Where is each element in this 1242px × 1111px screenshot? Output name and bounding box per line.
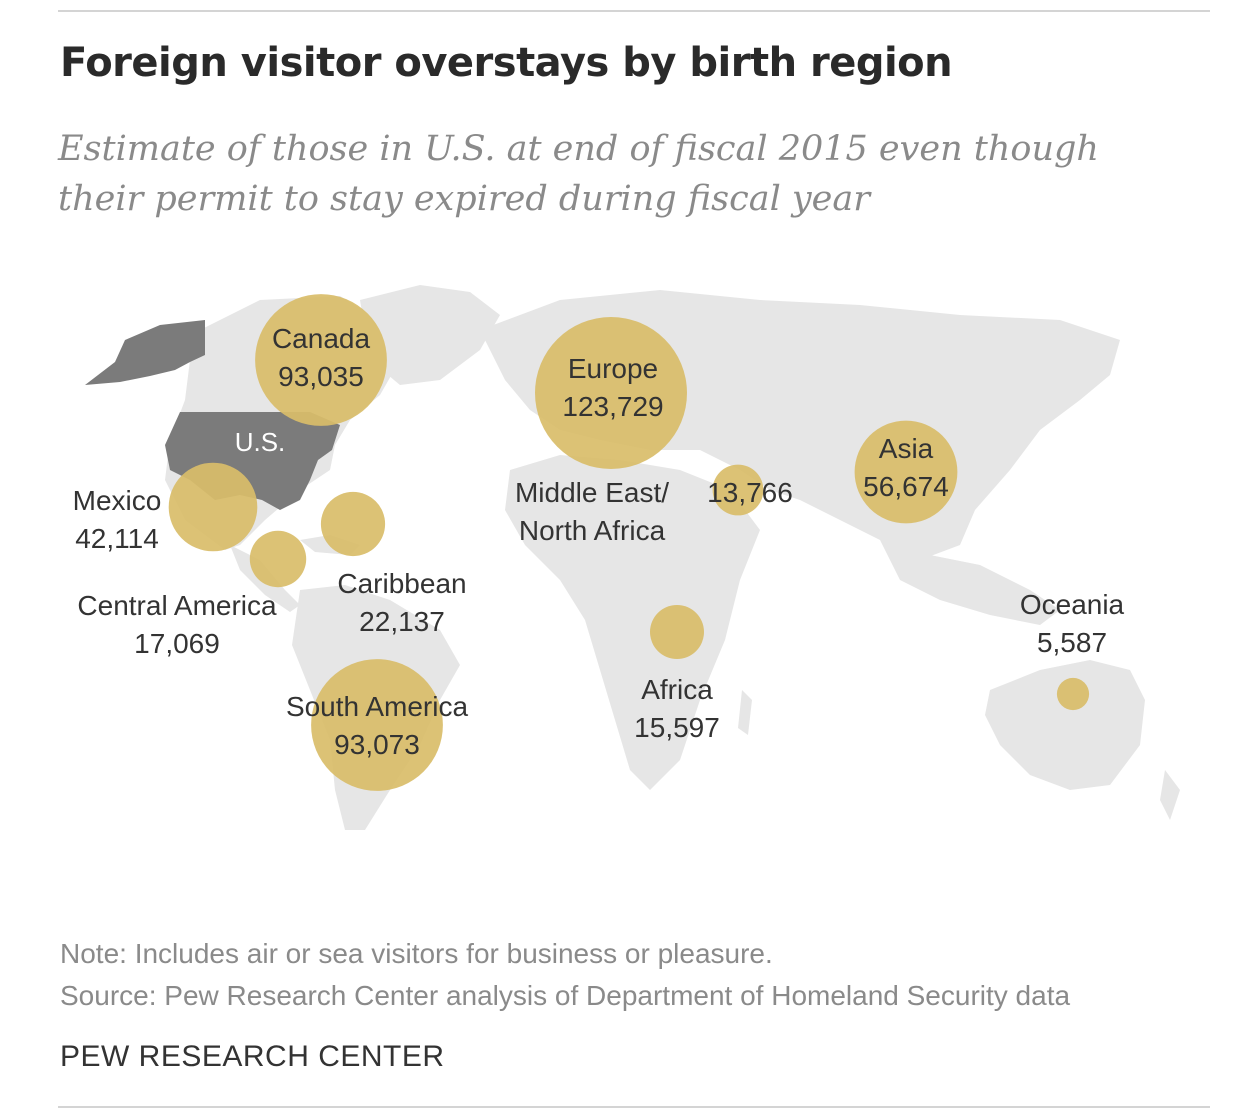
africa-name: Africa	[641, 674, 713, 705]
europe-name: Europe	[568, 353, 658, 384]
land-africa	[505, 455, 760, 790]
asia-value: 56,674	[863, 471, 949, 502]
canada-name: Canada	[272, 323, 371, 354]
caribbean-value: 22,137	[359, 606, 445, 637]
region-labels: Canada 93,035 Europe 123,729 Asia 56,674…	[73, 323, 1125, 760]
land-new-zealand	[1160, 770, 1180, 820]
brand-label: PEW RESEARCH CENTER	[60, 1040, 445, 1073]
africa-value: 15,597	[634, 712, 720, 743]
bubble-oceania	[1056, 677, 1090, 711]
bottom-rule	[58, 1106, 1210, 1108]
caribbean-name: Caribbean	[337, 568, 466, 599]
chart-subtitle: Estimate of those in U.S. at end of fisc…	[58, 129, 1099, 219]
us-label: U.S.	[235, 427, 286, 457]
note-text: Note: Includes air or sea visitors for b…	[60, 938, 773, 969]
europe-value: 123,729	[562, 391, 663, 422]
us-alaska-shape	[85, 320, 205, 385]
central-america-name: Central America	[77, 590, 277, 621]
oceania-value: 5,587	[1037, 627, 1107, 658]
middle-east-name-line1: Middle East/	[515, 477, 669, 508]
canada-value: 93,035	[278, 361, 364, 392]
source-text: Source: Pew Research Center analysis of …	[60, 980, 1071, 1011]
middle-east-name-line2: North Africa	[519, 515, 666, 546]
oceania-name: Oceania	[1020, 589, 1125, 620]
mexico-value: 42,114	[75, 523, 159, 554]
land-australia	[985, 660, 1145, 790]
bubble-europe	[535, 317, 687, 469]
asia-name: Asia	[879, 433, 934, 464]
south-america-value: 93,073	[334, 729, 420, 760]
bubble-canada	[255, 294, 387, 426]
top-rule	[58, 10, 1210, 12]
bubble-south-america	[311, 659, 443, 791]
land-southeast-asia	[880, 540, 1060, 625]
central-america-value: 17,069	[134, 628, 220, 659]
bubble-mexico	[168, 462, 258, 552]
bubble-africa	[650, 605, 704, 659]
mexico-name: Mexico	[73, 485, 162, 516]
bubble-layer	[168, 294, 1090, 791]
bubble-caribbean	[320, 491, 386, 557]
bubble-central-america	[249, 530, 307, 588]
bubble-middle-east-north-africa	[712, 464, 764, 516]
south-america-name: South America	[286, 691, 469, 722]
land-madagascar	[738, 690, 752, 735]
chart-title: Foreign visitor overstays by birth regio…	[60, 40, 953, 86]
middle-east-value: 13,766	[707, 477, 793, 508]
bubble-asia	[854, 420, 958, 524]
